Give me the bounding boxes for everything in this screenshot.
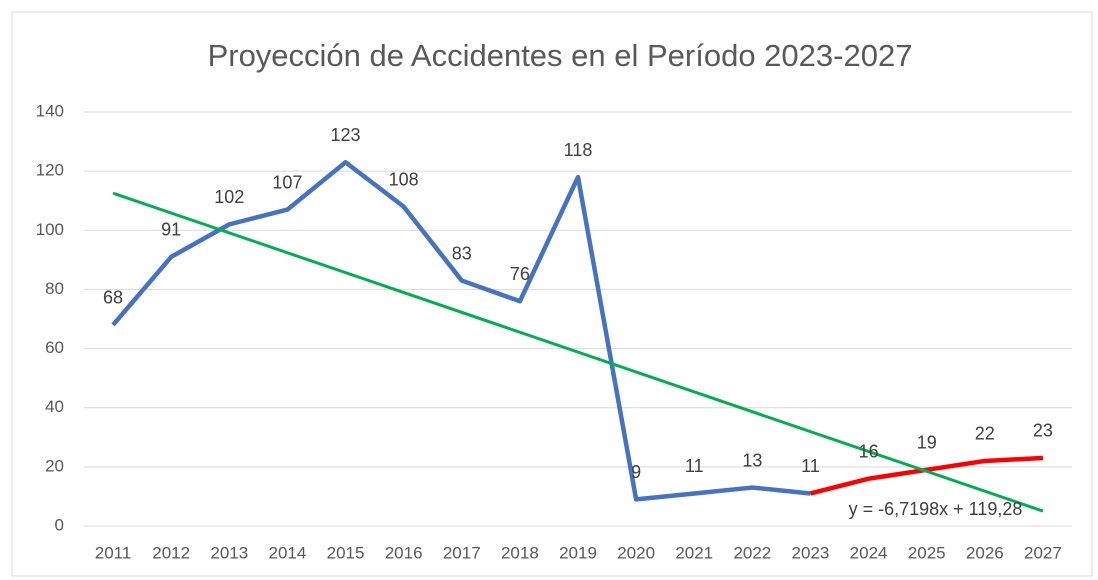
- x-tick-label: 2016: [385, 543, 423, 562]
- x-tick-label: 2022: [733, 543, 771, 562]
- x-tick-label: 2017: [443, 543, 481, 562]
- x-tick-label: 2015: [327, 543, 365, 562]
- trendline: [112, 191, 1044, 513]
- trendline-label: y = -6,7198x + 119,28: [849, 499, 1023, 519]
- data-label: 23: [1033, 421, 1053, 441]
- x-tick-label: 2011: [95, 543, 132, 562]
- data-label: 91: [161, 220, 181, 240]
- data-label: 9: [631, 462, 641, 482]
- data-label: 107: [272, 172, 302, 192]
- y-tick-label: 120: [36, 161, 64, 180]
- data-label: 68: [103, 288, 123, 308]
- data-label: 11: [685, 456, 704, 476]
- x-tick-label: 2012: [152, 543, 190, 562]
- x-tick-label: 2024: [850, 543, 888, 562]
- x-tick-label: 2027: [1024, 543, 1062, 562]
- data-label: 11: [801, 456, 820, 476]
- data-label: 76: [510, 264, 530, 284]
- x-tick-label: 2018: [501, 543, 539, 562]
- data-label: 83: [452, 243, 472, 263]
- x-tick-label: 2019: [559, 543, 597, 562]
- data-label: 13: [742, 450, 762, 470]
- chart-frame: [11, 11, 1093, 577]
- data-label: 16: [859, 441, 879, 461]
- x-tick-label: 2020: [617, 543, 655, 562]
- y-tick-label: 140: [36, 101, 64, 120]
- series-line: [111, 160, 811, 502]
- x-tick-label: 2021: [675, 543, 713, 562]
- x-tick-label: 2013: [210, 543, 248, 562]
- data-label: 19: [917, 433, 937, 453]
- y-tick-label: 0: [55, 515, 64, 534]
- y-tick-label: 60: [45, 338, 64, 357]
- data-label: 22: [975, 424, 995, 444]
- y-tick-label: 80: [45, 279, 64, 298]
- x-tick-label: 2025: [908, 543, 946, 562]
- x-tick-label: 2014: [268, 543, 306, 562]
- y-tick-label: 20: [45, 456, 64, 475]
- data-label: 118: [564, 140, 593, 160]
- data-label: 123: [331, 125, 361, 145]
- x-tick-label: 2023: [792, 543, 830, 562]
- data-label: 102: [214, 187, 244, 207]
- data-label: 108: [389, 169, 419, 189]
- y-tick-label: 40: [45, 397, 64, 416]
- chart-title: Proyección de Accidentes en el Período 2…: [208, 38, 913, 73]
- y-tick-label: 100: [36, 220, 64, 239]
- x-tick-label: 2026: [966, 543, 1004, 562]
